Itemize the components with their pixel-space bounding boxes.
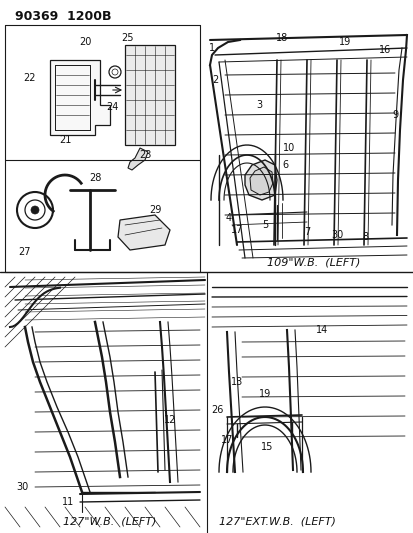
- Text: 5: 5: [261, 220, 268, 230]
- Text: 30: 30: [330, 230, 342, 240]
- Text: 17: 17: [230, 225, 242, 235]
- Circle shape: [31, 206, 39, 214]
- Text: 17: 17: [220, 435, 233, 445]
- Text: 2: 2: [211, 75, 218, 85]
- Text: 11: 11: [62, 497, 74, 507]
- Text: 28: 28: [89, 173, 101, 183]
- Text: 3: 3: [255, 100, 261, 110]
- Text: 127"W.B.  (LEFT): 127"W.B. (LEFT): [63, 517, 156, 527]
- Text: 16: 16: [378, 45, 390, 55]
- Text: 109"W.B.  (LEFT): 109"W.B. (LEFT): [266, 257, 359, 267]
- Text: 15: 15: [260, 442, 273, 452]
- Text: 30: 30: [16, 482, 28, 492]
- Text: 90369  1200B: 90369 1200B: [15, 10, 111, 23]
- Text: 8: 8: [361, 232, 367, 242]
- Text: 27: 27: [19, 247, 31, 257]
- Text: 4: 4: [225, 213, 232, 223]
- Text: 22: 22: [24, 73, 36, 83]
- Text: 18: 18: [275, 33, 287, 43]
- Text: 19: 19: [338, 37, 350, 47]
- Text: 10: 10: [282, 143, 294, 153]
- Text: 14: 14: [315, 325, 328, 335]
- Text: 7: 7: [303, 227, 309, 237]
- Text: 12: 12: [164, 415, 176, 425]
- Text: 6: 6: [281, 160, 287, 170]
- Text: 25: 25: [121, 33, 134, 43]
- Text: 13: 13: [230, 377, 242, 387]
- Text: 19: 19: [258, 389, 271, 399]
- Text: 20: 20: [78, 37, 91, 47]
- Text: 29: 29: [148, 205, 161, 215]
- Text: 9: 9: [391, 110, 397, 120]
- Polygon shape: [125, 45, 175, 145]
- Text: 1: 1: [209, 43, 214, 53]
- Polygon shape: [244, 160, 276, 200]
- Text: 24: 24: [106, 102, 118, 112]
- Polygon shape: [128, 148, 147, 170]
- Polygon shape: [118, 215, 170, 250]
- Polygon shape: [249, 167, 272, 195]
- Text: 23: 23: [138, 150, 151, 160]
- Text: 127"EXT.W.B.  (LEFT): 127"EXT.W.B. (LEFT): [218, 517, 335, 527]
- Polygon shape: [50, 60, 110, 135]
- Text: 26: 26: [210, 405, 223, 415]
- Text: 21: 21: [59, 135, 71, 145]
